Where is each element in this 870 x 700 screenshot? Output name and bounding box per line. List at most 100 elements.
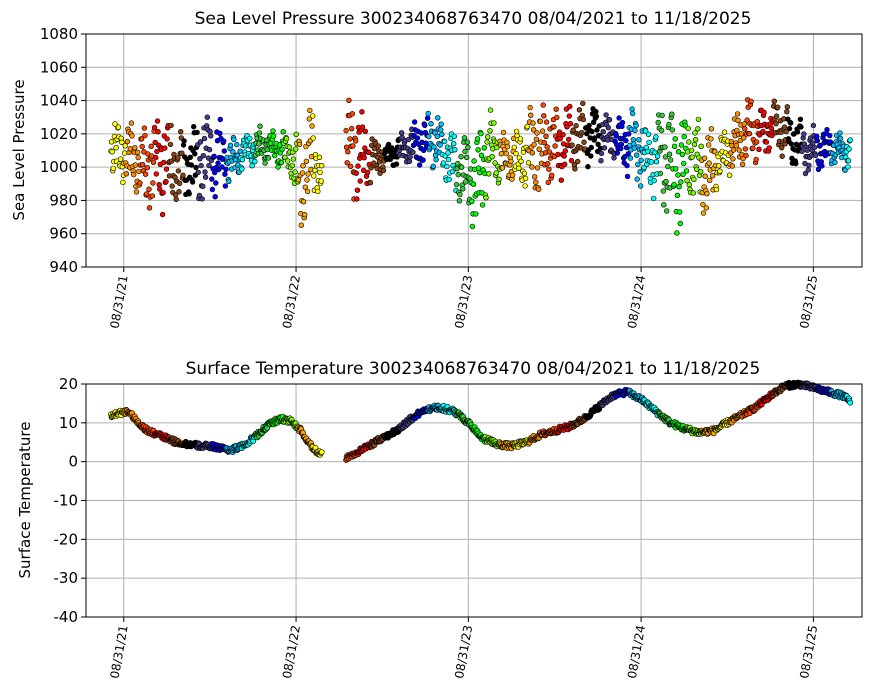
pressure-data-point [196, 192, 203, 199]
pressure-data-point [781, 124, 788, 130]
pressure-data-point [347, 163, 354, 170]
pressure-data-point [478, 130, 484, 137]
pressure-data-point [206, 147, 213, 153]
pressure-data-point [305, 171, 311, 177]
pressure-data-point [672, 136, 678, 142]
pressure-data-point [481, 145, 487, 151]
pressure-data-point [560, 132, 566, 138]
temperature-y-ticks: -40 -30 -20 -10 0 10 20 [54, 375, 86, 626]
pressure-data-point [832, 159, 838, 166]
pressure-data-point [217, 116, 224, 123]
pressure-data-point [188, 162, 195, 168]
pressure-data-point [665, 163, 671, 170]
pressure-data-point [353, 138, 359, 144]
pressure-data-point [533, 179, 539, 186]
temperature-chart-title: Surface Temperature 300234068763470 08/0… [186, 359, 761, 379]
temperature-data-point [318, 449, 325, 455]
pressure-data-point [208, 133, 214, 139]
pressure-data-point [375, 143, 382, 149]
pressure-data-point [527, 112, 534, 118]
pressure-data-point [634, 176, 640, 182]
pressure-data-point [545, 179, 551, 186]
pressure-data-point [804, 147, 810, 153]
pressure-data-point [700, 201, 706, 208]
pressure-data-point [293, 146, 299, 152]
pressure-data-point [500, 129, 507, 136]
pressure-data-point [529, 164, 535, 170]
pressure-data-point [692, 137, 699, 143]
pressure-data-point [176, 189, 182, 195]
pressure-data-point [736, 147, 742, 153]
pressure-data-point [122, 143, 128, 149]
pressure-data-point [811, 144, 818, 151]
pressure-data-point [201, 135, 208, 142]
pressure-data-point [385, 141, 392, 148]
pressure-data-point [469, 223, 476, 230]
pressure-x-tick-label: 08/31/24 [625, 274, 648, 330]
pressure-data-point [167, 141, 174, 148]
pressure-data-point [275, 164, 281, 170]
pressure-data-point [578, 130, 585, 136]
pressure-data-point [598, 158, 604, 164]
pressure-data-point [541, 140, 547, 146]
pressure-data-point [686, 139, 692, 145]
pressure-data-point [541, 113, 547, 119]
pressure-data-point [211, 153, 217, 160]
pressure-data-point [362, 128, 368, 135]
pressure-data-point [487, 128, 493, 134]
pressure-data-point [623, 137, 629, 144]
pressure-data-point [793, 160, 799, 167]
pressure-data-point [533, 136, 540, 143]
pressure-data-point [536, 146, 542, 152]
pressure-data-point [666, 121, 672, 128]
pressure-y-tick-label: 1000 [40, 158, 78, 176]
pressure-data-point [311, 173, 317, 179]
pressure-data-point [679, 151, 686, 158]
pressure-data-point [161, 159, 167, 166]
pressure-data-point [778, 145, 785, 151]
pressure-data-point [648, 159, 655, 165]
pressure-data-point [686, 182, 692, 188]
pressure-data-point [239, 166, 245, 172]
pressure-data-point [487, 107, 494, 113]
pressure-data-point [562, 148, 568, 154]
pressure-data-point [441, 138, 448, 145]
pressure-data-point [212, 194, 218, 200]
pressure-data-point [465, 144, 471, 151]
pressure-data-point [799, 148, 805, 155]
pressure-data-point [298, 222, 304, 228]
pressure-data-point [589, 128, 595, 135]
temperature-x-tick-label: 08/31/24 [625, 624, 648, 680]
pressure-data-point [683, 168, 690, 174]
pressure-data-point [473, 211, 479, 217]
pressure-data-point [529, 150, 536, 156]
pressure-data-point [703, 205, 709, 211]
pressure-data-point [159, 211, 166, 218]
pressure-data-point [435, 115, 441, 121]
pressure-data-point [671, 181, 677, 188]
pressure-data-point [786, 125, 793, 132]
pressure-data-point [774, 104, 781, 110]
pressure-data-point [708, 126, 715, 132]
temperature-x-tick-label: 08/31/23 [452, 624, 475, 680]
pressure-data-point [652, 149, 658, 156]
pressure-data-point [138, 136, 145, 142]
pressure-data-point [771, 98, 777, 104]
pressure-data-point [475, 147, 481, 153]
pressure-data-point [629, 106, 635, 112]
pressure-data-point [509, 172, 516, 178]
pressure-data-point [222, 183, 229, 189]
pressure-data-point [123, 171, 130, 177]
pressure-data-point [300, 163, 306, 169]
pressure-data-point [121, 150, 128, 156]
pressure-data-point [292, 169, 298, 175]
pressure-y-tick-label: 980 [49, 191, 78, 209]
pressure-data-point [552, 143, 558, 149]
pressure-data-point [303, 158, 310, 165]
pressure-data-point [669, 127, 675, 133]
pressure-data-point [207, 128, 213, 135]
pressure-data-point [746, 131, 753, 137]
temperature-chart: Surface Temperature 300234068763470 08/0… [16, 359, 863, 680]
pressure-data-point [257, 123, 263, 129]
pressure-data-point [219, 156, 226, 162]
